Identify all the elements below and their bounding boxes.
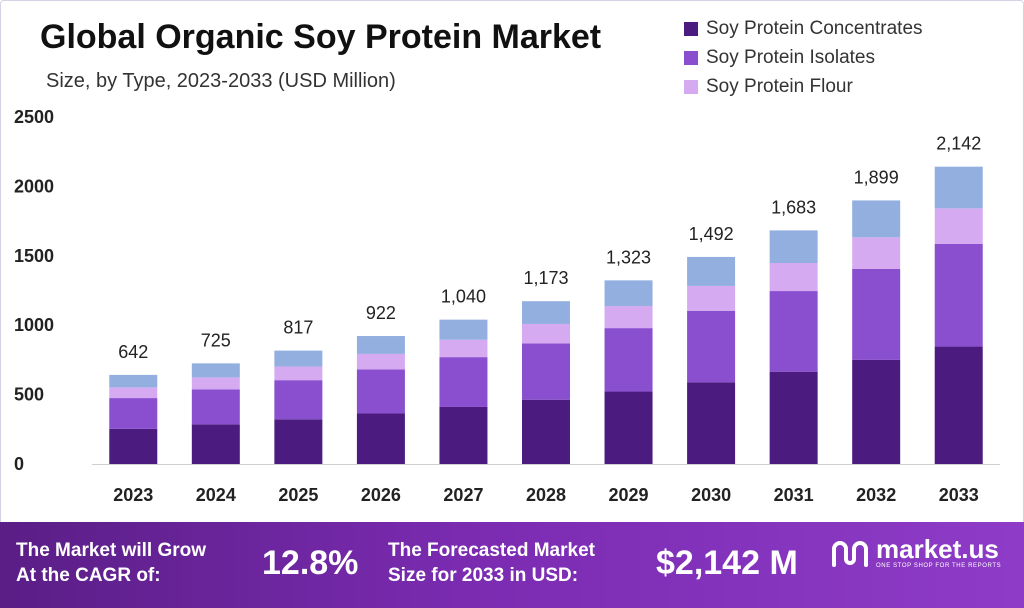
x-tick-label: 2025 bbox=[278, 485, 318, 505]
bar-segment bbox=[852, 200, 901, 238]
bar-segment bbox=[687, 285, 736, 311]
bar-segment bbox=[356, 353, 405, 370]
bar-segment bbox=[439, 339, 488, 358]
bar-total-label: 1,323 bbox=[606, 247, 651, 267]
forecast-caption-line1: The Forecasted Market bbox=[388, 540, 595, 561]
bar-total-label: 1,899 bbox=[854, 167, 899, 187]
bar-segment bbox=[191, 363, 240, 378]
x-tick-label: 2026 bbox=[361, 485, 401, 505]
cagr-value: 12.8% bbox=[262, 544, 359, 582]
legend: Soy Protein Concentrates Soy Protein Iso… bbox=[684, 14, 923, 101]
bar-segment bbox=[522, 301, 570, 324]
legend-label-flour: Soy Protein Flour bbox=[706, 75, 853, 97]
bar-segment bbox=[109, 374, 158, 388]
cagr-caption-line1: The Market will Grow bbox=[16, 540, 207, 561]
bar-segment bbox=[439, 319, 488, 340]
bar-segment bbox=[604, 306, 653, 329]
x-tick-label: 2027 bbox=[443, 485, 483, 505]
bar-segment bbox=[769, 230, 818, 264]
bar-segment bbox=[191, 377, 240, 390]
bar-total-label: 2,142 bbox=[936, 134, 981, 154]
bar-total-label: 725 bbox=[201, 330, 231, 350]
x-tick-label: 2023 bbox=[113, 485, 153, 505]
bar-segment bbox=[109, 428, 158, 464]
legend-item-isolates: Soy Protein Isolates bbox=[684, 43, 923, 72]
bar-segment bbox=[852, 237, 901, 269]
bar-segment bbox=[356, 336, 405, 354]
bar-segment bbox=[109, 387, 158, 399]
legend-swatch-isolates bbox=[684, 50, 698, 65]
bar-segment bbox=[604, 391, 653, 464]
x-tick-label: 2024 bbox=[196, 485, 236, 505]
bar-segment bbox=[356, 369, 405, 414]
x-tick-label: 2028 bbox=[526, 485, 566, 505]
bar-segment bbox=[852, 268, 901, 360]
bar-segment bbox=[934, 244, 983, 347]
brand-tagline: ONE STOP SHOP FOR THE REPORTS bbox=[876, 563, 1002, 569]
bar-segment bbox=[191, 424, 240, 464]
bar-segment bbox=[769, 291, 818, 372]
bar-segment bbox=[191, 389, 240, 425]
summary-band: The Market will Grow At the CAGR of: 12.… bbox=[0, 522, 1024, 608]
bar-chart: 0 500 1000 1500 2000 2500 642 2023 725 2024 817 202… bbox=[14, 107, 1000, 505]
bar-total-label: 922 bbox=[366, 303, 396, 323]
bar-total-label: 1,040 bbox=[441, 287, 486, 307]
bar-segment bbox=[934, 166, 983, 209]
bar-segment bbox=[604, 280, 653, 307]
bar-segment bbox=[522, 323, 570, 344]
bar-total-label: 642 bbox=[118, 342, 148, 362]
bar-segment bbox=[604, 328, 653, 392]
bar-segment bbox=[439, 357, 488, 407]
bar-segment bbox=[769, 263, 818, 292]
brand-logo: market.us ONE STOP SHOP FOR THE REPORTS bbox=[830, 536, 1001, 571]
forecast-caption: The Forecasted Market Size for 2033 in U… bbox=[388, 538, 595, 588]
y-tick-label: 2500 bbox=[14, 107, 54, 127]
chart-subtitle: Size, by Type, 2023-2033 (USD Million) bbox=[46, 70, 396, 92]
bar-total-label: 1,683 bbox=[771, 197, 816, 217]
bar-total-label: 817 bbox=[283, 318, 313, 338]
bar-segment bbox=[274, 419, 323, 464]
x-tick-label: 2030 bbox=[691, 485, 731, 505]
bar-segment bbox=[274, 380, 323, 420]
bar-segment bbox=[522, 399, 570, 464]
bar-segment bbox=[934, 346, 983, 464]
x-tick-label: 2031 bbox=[774, 485, 814, 505]
x-tick-label: 2033 bbox=[939, 485, 979, 505]
legend-label-isolates: Soy Protein Isolates bbox=[706, 46, 875, 68]
bar-segment bbox=[769, 371, 818, 464]
brand-logo-icon bbox=[832, 540, 868, 567]
bar-segment bbox=[687, 310, 736, 383]
bar-segment bbox=[356, 413, 405, 464]
bar-segment bbox=[934, 208, 983, 245]
bar-segment bbox=[522, 343, 570, 400]
bar-segment bbox=[687, 382, 736, 464]
legend-item-concentrates: Soy Protein Concentrates bbox=[684, 14, 923, 43]
legend-swatch-flour bbox=[684, 79, 698, 94]
y-tick-label: 1500 bbox=[14, 246, 54, 266]
y-tick-label: 0 bbox=[14, 454, 24, 474]
y-tick-label: 500 bbox=[14, 385, 44, 405]
bar-segment bbox=[687, 256, 736, 286]
bar-segment bbox=[109, 398, 158, 429]
chart-title: Global Organic Soy Protein Market bbox=[40, 18, 602, 56]
cagr-caption: The Market will Grow At the CAGR of: bbox=[16, 538, 206, 588]
bar-segment bbox=[852, 359, 901, 464]
y-tick-label: 2000 bbox=[14, 176, 54, 196]
bar-segment bbox=[439, 406, 488, 464]
legend-swatch-concentrates bbox=[684, 21, 698, 36]
cagr-caption-line2: At the CAGR of: bbox=[16, 565, 161, 586]
legend-label-concentrates: Soy Protein Concentrates bbox=[706, 17, 923, 39]
y-tick-label: 1000 bbox=[14, 315, 54, 335]
bar-total-label: 1,173 bbox=[523, 268, 568, 288]
bar-total-label: 1,492 bbox=[689, 224, 734, 244]
legend-item-flour: Soy Protein Flour bbox=[684, 72, 923, 101]
forecast-value: $2,142 M bbox=[656, 544, 798, 582]
brand-name: market.us bbox=[876, 534, 999, 564]
forecast-caption-line2: Size for 2033 in USD: bbox=[388, 565, 579, 586]
bar-segment bbox=[274, 350, 323, 367]
x-tick-label: 2029 bbox=[609, 485, 649, 505]
bar-segment bbox=[274, 366, 323, 381]
x-tick-label: 2032 bbox=[856, 485, 896, 505]
